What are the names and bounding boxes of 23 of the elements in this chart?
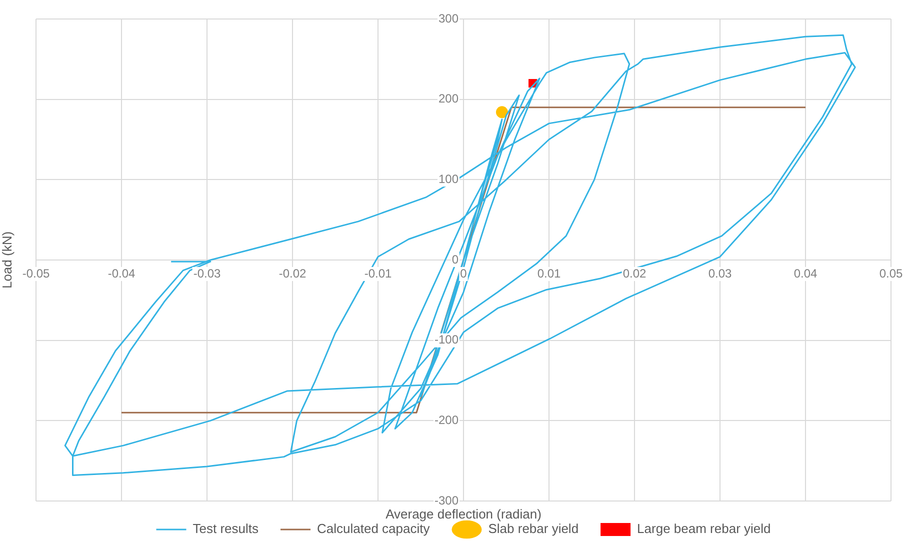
y-tick-label: -100 <box>434 332 459 347</box>
x-tick-label: 0.05 <box>879 266 903 280</box>
y-axis-title: Load (kN) <box>0 231 15 289</box>
x-tick-label: -0.04 <box>108 266 136 280</box>
x-tick-label: 0.02 <box>622 266 646 280</box>
x-tick-label: 0.04 <box>794 266 818 280</box>
y-tick-label: -200 <box>434 412 459 427</box>
x-tick-label: -0.03 <box>193 266 221 280</box>
x-tick-label: -0.02 <box>278 266 306 280</box>
x-tick-label: -0.05 <box>22 266 50 280</box>
y-tick-label: 200 <box>438 92 459 106</box>
y-tick-label: 0 <box>452 252 459 266</box>
x-tick-label: 0.03 <box>708 266 732 280</box>
x-axis-title: Average deflection (radian) <box>386 506 542 522</box>
legend-label: Slab rebar yield <box>488 521 579 536</box>
legend-label: Large beam rebar yield <box>637 521 771 536</box>
legend-label: Test results <box>192 521 259 536</box>
y-tick-label: 300 <box>438 11 459 26</box>
x-tick-label: -0.01 <box>364 266 392 280</box>
y-tick-label: 100 <box>438 172 459 186</box>
y-tick-label: -300 <box>434 493 459 508</box>
legend-label: Calculated capacity <box>317 521 430 536</box>
x-tick-label: 0.01 <box>537 266 561 280</box>
